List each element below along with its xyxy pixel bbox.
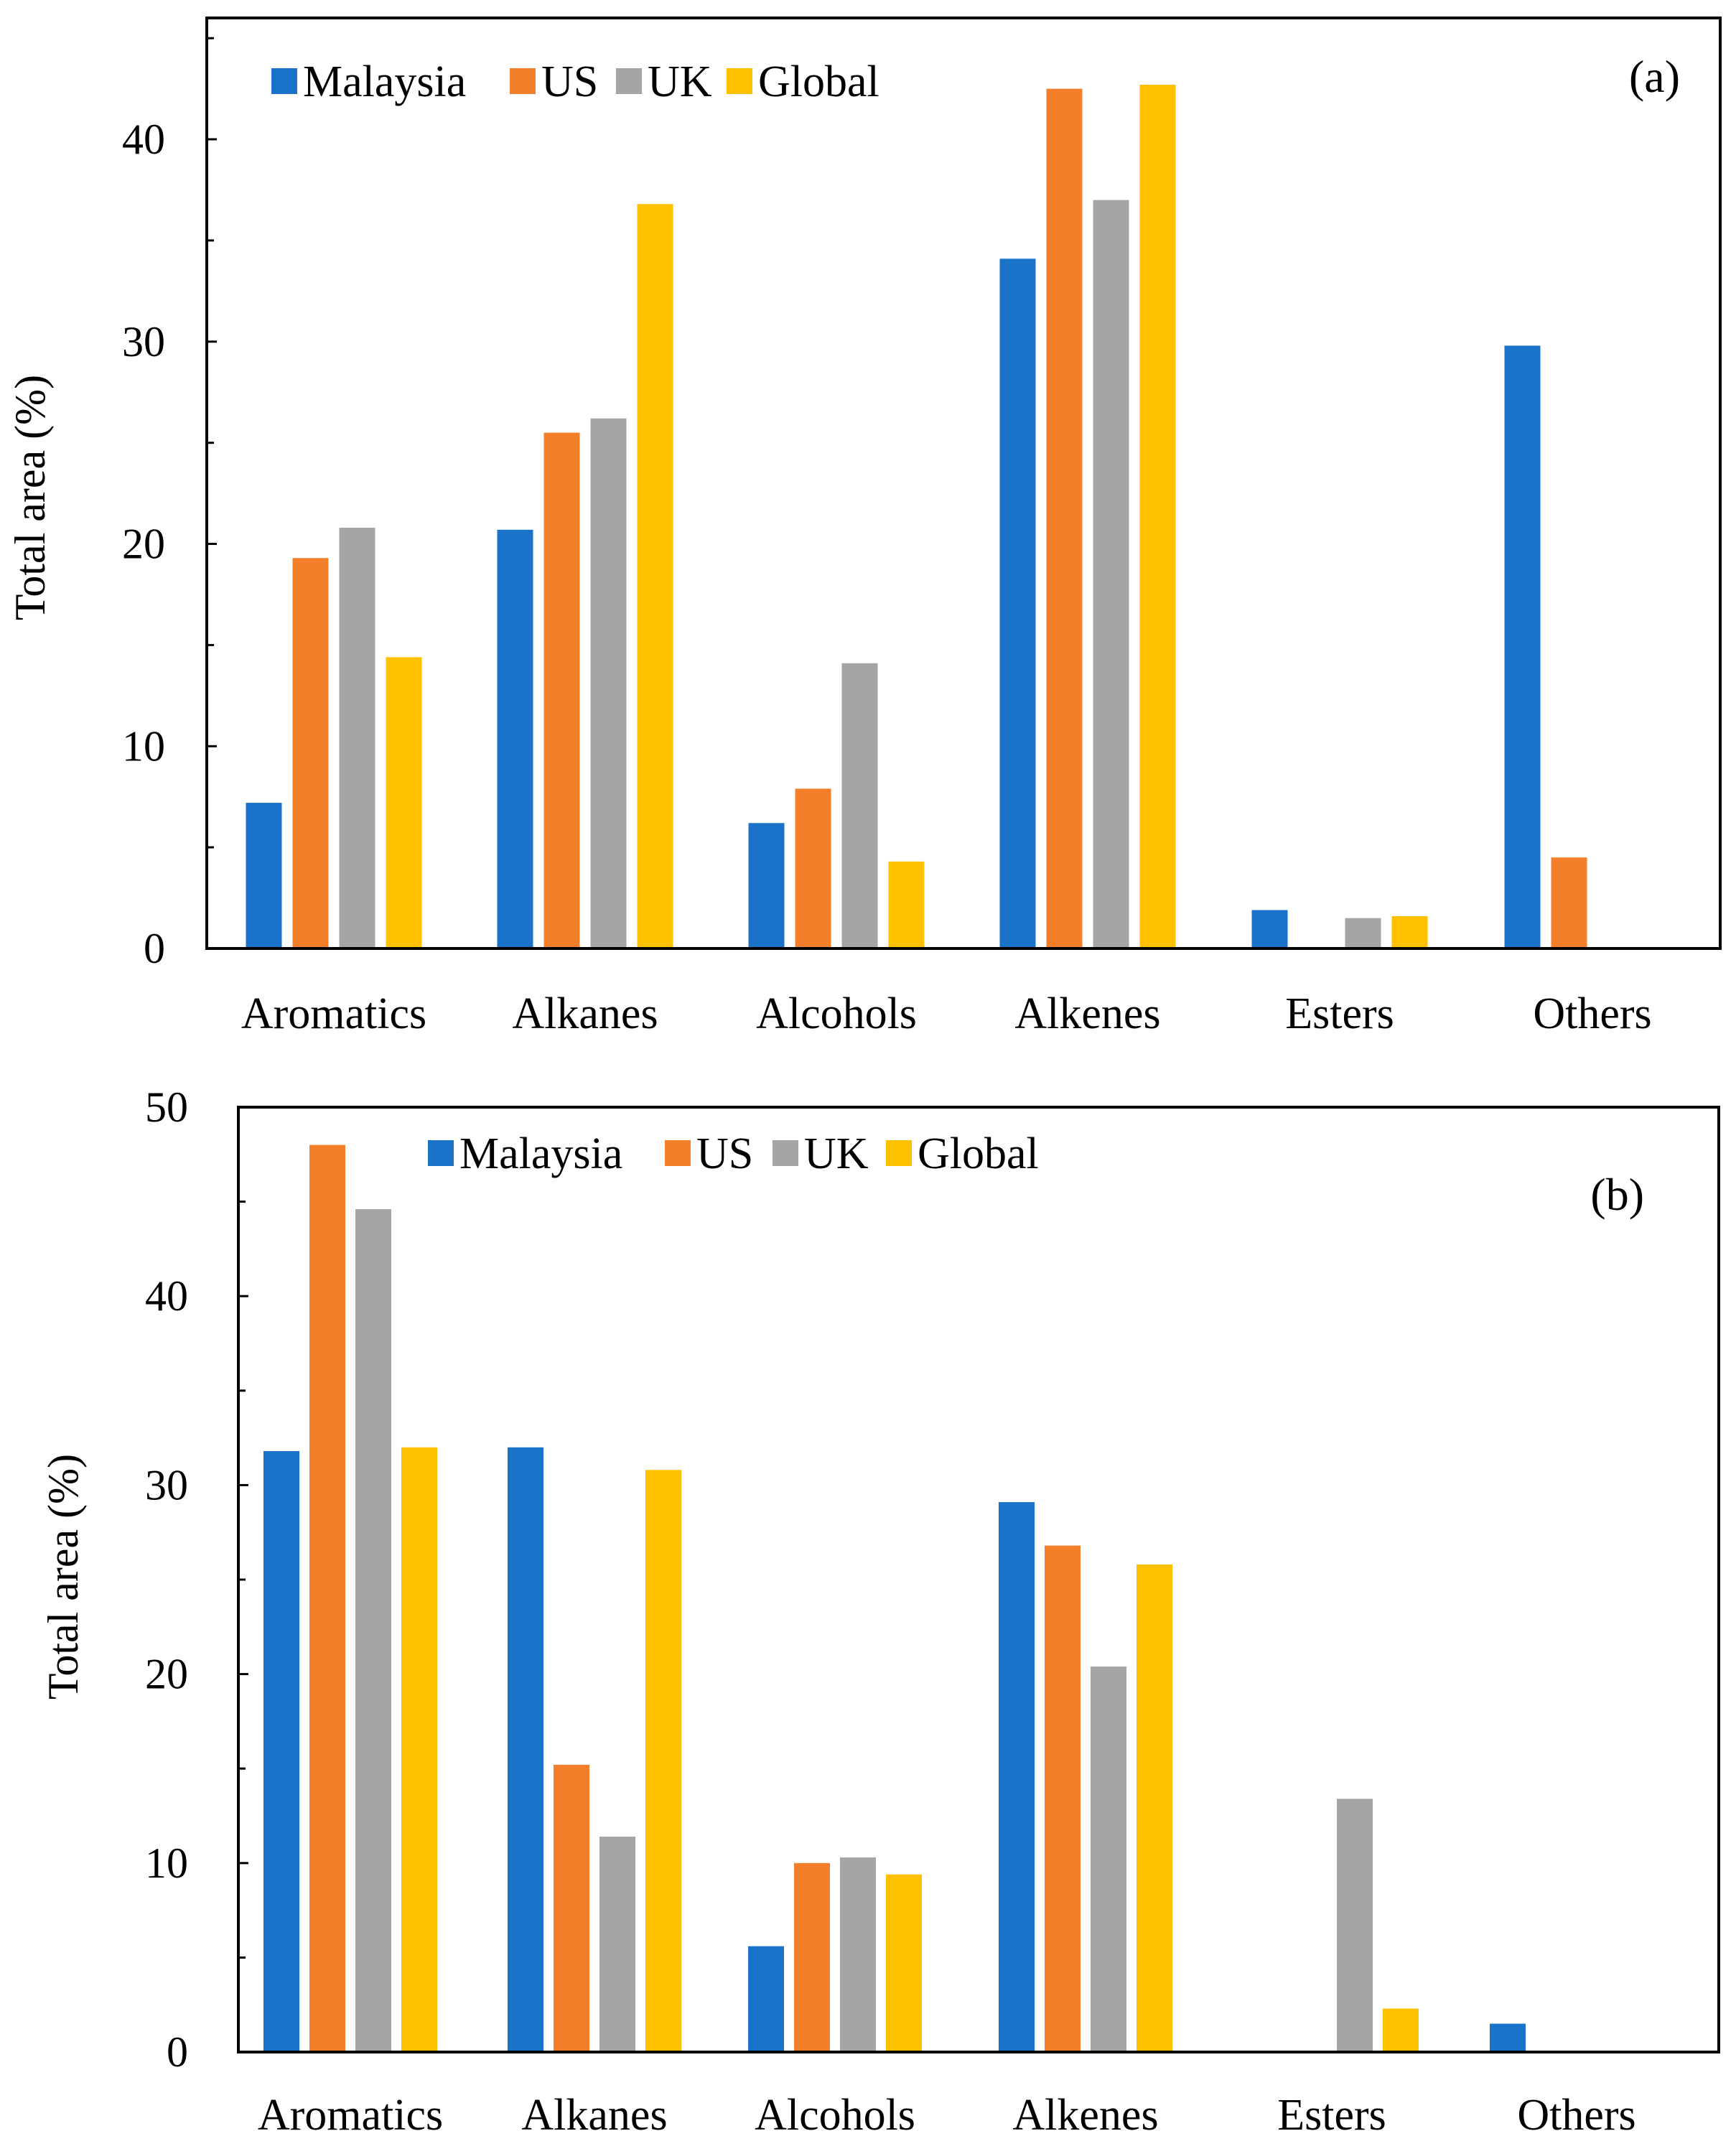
x-tick-label-esters: Esters: [1277, 2091, 1386, 2140]
bars: [246, 85, 1587, 949]
bar-global-aromatics: [386, 657, 422, 948]
plot-frame: [205, 17, 1722, 950]
legend-swatch-uk: [616, 68, 642, 94]
legend-swatch-us: [510, 68, 536, 94]
bar-uk-alcohols: [841, 663, 878, 948]
legend: Malaysia US UK Global: [271, 57, 879, 106]
bar-uk-alkenes: [1091, 1666, 1126, 2052]
legend-swatch-global: [886, 1140, 912, 1166]
x-axis-tick-labels: Aromatics Alkanes Alcohols Alkenes Esters Oth…: [258, 2091, 1636, 2140]
bar-uk-aromatics: [339, 528, 375, 948]
bar-global-esters: [1391, 915, 1428, 948]
y-tick-label: 20: [122, 521, 165, 568]
bar-malaysia-alkanes: [497, 529, 533, 948]
legend-swatch-global: [727, 68, 752, 94]
bar-global-alkanes: [637, 204, 673, 949]
bar-global-alkenes: [1139, 85, 1176, 948]
y-tick-label: 30: [122, 318, 165, 365]
legend-label-global: Global: [758, 57, 879, 106]
bar-malaysia-aromatics: [263, 1451, 299, 2052]
bar-uk-alkanes: [590, 418, 627, 948]
bar-global-alcohols: [886, 1874, 922, 2052]
plot-frame: [237, 1106, 1720, 2053]
chart-panel-a: Total area (%) (a) Malaysia US UK Global 0 1…: [6, 17, 1722, 1038]
y-tick-label: 20: [145, 1651, 188, 1698]
y-tick-label: 50: [145, 1083, 188, 1131]
bar-malaysia-alcohols: [748, 1946, 784, 2052]
bar-global-aromatics: [401, 1447, 437, 2052]
bar-global-esters: [1383, 2008, 1419, 2052]
bar-us-aromatics: [309, 1144, 345, 2052]
y-tick-label: 10: [122, 722, 165, 770]
y-tick-label: 0: [167, 2028, 188, 2076]
legend-label-uk: UK: [648, 57, 712, 106]
bar-malaysia-alkenes: [999, 258, 1036, 948]
panel-label: (b): [1590, 1169, 1644, 1220]
bar-global-alkenes: [1137, 1564, 1172, 2052]
x-tick-label-others: Others: [1533, 989, 1651, 1038]
bar-us-alkenes: [1046, 88, 1083, 949]
x-tick-label-aromatics: Aromatics: [241, 989, 426, 1038]
bar-us-alkanes: [543, 432, 580, 948]
x-tick-label-alkanes: Alkanes: [512, 989, 658, 1038]
bar-us-alkanes: [554, 1764, 589, 2052]
bar-uk-aromatics: [355, 1209, 391, 2052]
y-tick-label: 10: [145, 1840, 188, 1887]
bar-us-alcohols: [795, 788, 831, 948]
legend-swatch-us: [665, 1140, 691, 1166]
legend-label-malaysia: Malaysia: [459, 1129, 622, 1178]
y-tick-label: 40: [122, 116, 165, 163]
x-tick-label-alkenes: Alkenes: [1014, 989, 1160, 1038]
bar-malaysia-alcohols: [748, 823, 785, 948]
bars: [263, 1144, 1526, 2052]
bar-uk-alkanes: [599, 1837, 635, 2052]
bar-uk-esters: [1337, 1799, 1373, 2052]
legend-label-global: Global: [918, 1129, 1039, 1178]
y-tick-label: 30: [145, 1461, 188, 1509]
bar-malaysia-esters: [1251, 910, 1288, 948]
bar-malaysia-aromatics: [246, 803, 282, 948]
y-axis-label: Total area (%): [6, 375, 54, 620]
bar-malaysia-alkanes: [508, 1447, 543, 2052]
y-axis-label: Total area (%): [39, 1454, 87, 1700]
legend-label-us: US: [696, 1129, 753, 1178]
chart-panel-b: Total area (%) (b) Malaysia US UK Global 0 1…: [39, 1083, 1720, 2140]
bar-global-alcohols: [888, 861, 925, 948]
bar-uk-esters: [1345, 918, 1381, 948]
panel-label: (a): [1629, 51, 1680, 102]
y-tick-label: 40: [145, 1272, 188, 1320]
bar-us-alcohols: [794, 1862, 830, 2052]
y-axis-ticks: 0 10 20 30 40: [122, 37, 217, 972]
y-axis-ticks: 0 10 20 30 40 50: [145, 1083, 248, 2076]
x-tick-label-esters: Esters: [1285, 989, 1394, 1038]
x-axis-tick-labels: Aromatics Alkanes Alcohols Alkenes Esters Oth…: [241, 989, 1652, 1038]
bar-malaysia-others: [1504, 345, 1541, 948]
legend-label-us: US: [541, 57, 598, 106]
bar-malaysia-alkenes: [999, 1502, 1035, 2052]
legend-swatch-uk: [773, 1140, 798, 1166]
bar-us-alkenes: [1045, 1545, 1081, 2052]
bar-us-aromatics: [292, 558, 329, 948]
y-tick-label: 0: [144, 925, 165, 972]
bar-global-alkanes: [645, 1470, 681, 2052]
bar-us-others: [1551, 857, 1587, 948]
bar-uk-alkenes: [1093, 200, 1129, 949]
x-tick-label-alcohols: Alcohols: [756, 989, 917, 1038]
legend-label-malaysia: Malaysia: [303, 57, 466, 106]
legend-swatch-malaysia: [271, 68, 297, 94]
legend-swatch-malaysia: [428, 1140, 454, 1166]
legend-label-uk: UK: [804, 1129, 869, 1178]
x-tick-label-alkanes: Alkanes: [521, 2091, 667, 2140]
bar-malaysia-others: [1490, 2023, 1526, 2052]
x-tick-label-aromatics: Aromatics: [258, 2091, 443, 2140]
x-tick-label-alkenes: Alkenes: [1012, 2091, 1158, 2140]
legend: Malaysia US UK Global: [428, 1129, 1039, 1178]
x-tick-label-others: Others: [1517, 2091, 1635, 2140]
bar-uk-alcohols: [840, 1857, 876, 2052]
x-tick-label-alcohols: Alcohols: [755, 2091, 915, 2140]
